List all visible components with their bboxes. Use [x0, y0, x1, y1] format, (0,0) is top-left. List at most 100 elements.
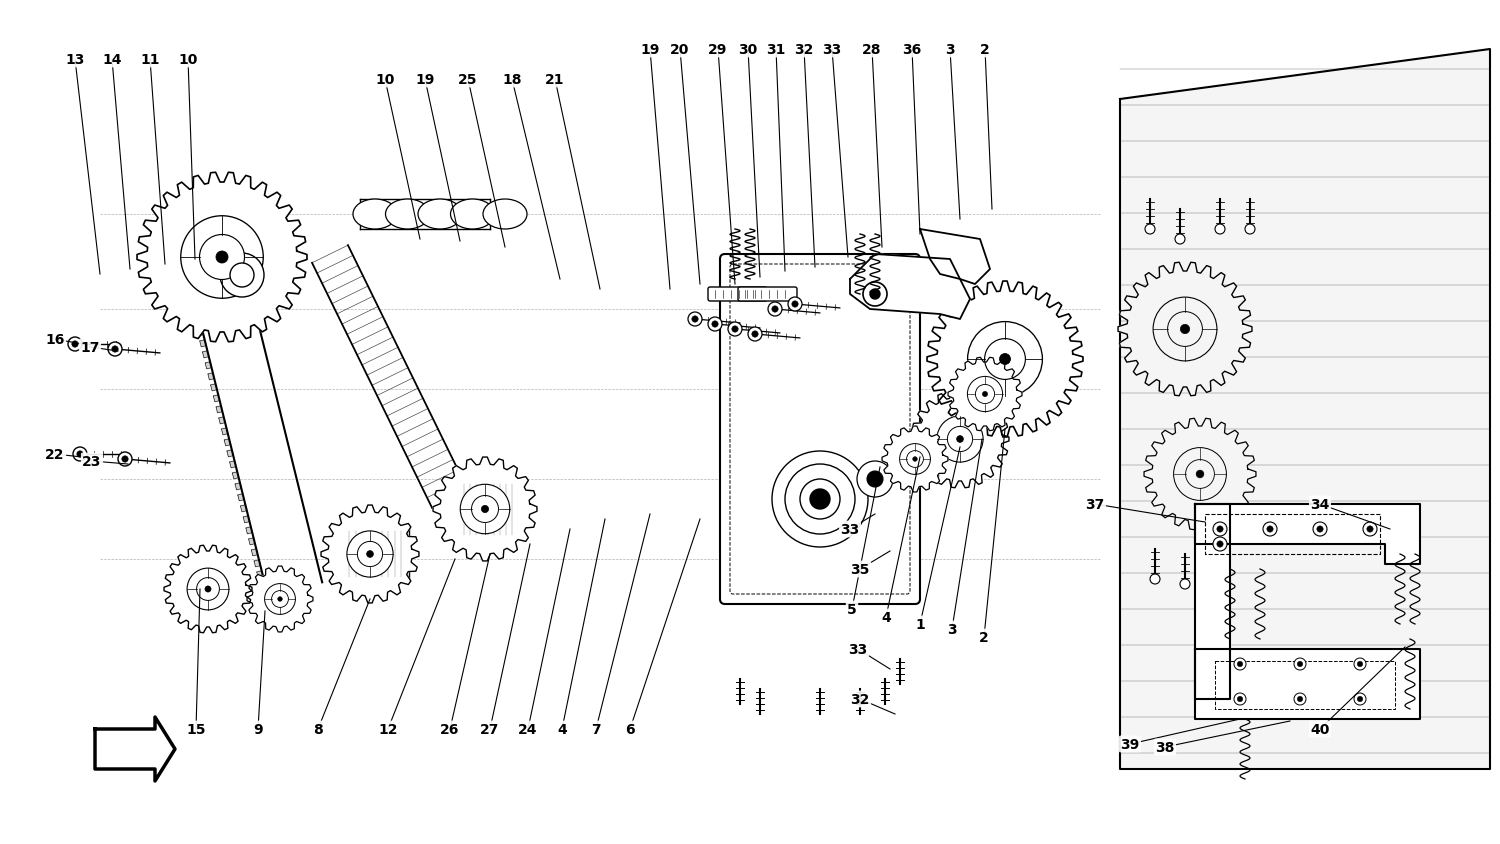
Ellipse shape [483, 200, 526, 230]
Circle shape [999, 354, 1011, 365]
FancyBboxPatch shape [720, 255, 920, 604]
Circle shape [118, 452, 132, 467]
Polygon shape [1196, 649, 1420, 719]
Text: 33: 33 [822, 43, 842, 57]
Circle shape [278, 597, 282, 602]
Circle shape [188, 568, 230, 610]
Text: 24: 24 [519, 722, 538, 736]
Circle shape [471, 496, 498, 523]
Polygon shape [1144, 419, 1256, 530]
Polygon shape [1196, 505, 1420, 565]
Polygon shape [178, 252, 184, 259]
Circle shape [968, 377, 1002, 412]
Polygon shape [224, 439, 231, 446]
Text: 31: 31 [766, 43, 786, 57]
Polygon shape [196, 329, 204, 337]
Text: 6: 6 [626, 722, 634, 736]
Text: 29: 29 [708, 43, 728, 57]
Ellipse shape [352, 200, 398, 230]
Circle shape [1234, 658, 1246, 670]
Text: 2: 2 [980, 43, 990, 57]
Circle shape [1358, 696, 1362, 702]
Polygon shape [170, 219, 176, 226]
Text: 23: 23 [82, 454, 102, 468]
Polygon shape [262, 593, 268, 600]
Circle shape [1196, 471, 1204, 479]
Text: 19: 19 [640, 43, 660, 57]
Circle shape [772, 452, 868, 548]
Text: 20: 20 [670, 43, 690, 57]
Circle shape [200, 235, 244, 280]
Text: 11: 11 [141, 53, 160, 67]
Circle shape [728, 322, 742, 337]
Circle shape [264, 584, 296, 614]
Text: 25: 25 [459, 73, 478, 87]
Circle shape [968, 322, 1042, 397]
Polygon shape [948, 358, 1022, 431]
Text: 10: 10 [375, 73, 394, 87]
Circle shape [772, 306, 778, 313]
Circle shape [1216, 541, 1222, 548]
Circle shape [906, 451, 924, 468]
Text: 30: 30 [738, 43, 758, 57]
Circle shape [112, 346, 118, 353]
Polygon shape [243, 517, 249, 523]
Circle shape [1215, 574, 1225, 584]
Text: 7: 7 [591, 722, 602, 736]
Text: 9: 9 [254, 722, 262, 736]
Circle shape [1214, 538, 1227, 551]
Text: 21: 21 [546, 73, 566, 87]
Text: 12: 12 [378, 722, 398, 736]
Polygon shape [176, 241, 181, 248]
Text: 10: 10 [178, 53, 198, 67]
Circle shape [216, 252, 228, 263]
Polygon shape [216, 406, 222, 414]
Circle shape [1180, 579, 1190, 589]
Circle shape [862, 283, 886, 306]
Polygon shape [1196, 505, 1230, 699]
Polygon shape [186, 285, 192, 293]
Circle shape [748, 327, 762, 342]
Ellipse shape [386, 200, 429, 230]
Circle shape [712, 322, 718, 327]
Polygon shape [189, 296, 195, 304]
Circle shape [914, 457, 916, 462]
Polygon shape [213, 395, 219, 403]
Text: 17: 17 [81, 341, 99, 354]
Polygon shape [192, 307, 198, 315]
Text: 14: 14 [102, 53, 122, 67]
Text: 34: 34 [1311, 497, 1329, 511]
Polygon shape [882, 426, 948, 492]
Polygon shape [920, 230, 990, 284]
Circle shape [1245, 225, 1256, 235]
Polygon shape [164, 545, 252, 633]
Circle shape [975, 385, 994, 404]
Circle shape [1312, 522, 1328, 537]
Text: 28: 28 [862, 43, 882, 57]
Text: 19: 19 [416, 73, 435, 87]
Text: 2: 2 [980, 630, 988, 644]
Text: 16: 16 [45, 333, 64, 347]
Circle shape [957, 436, 963, 443]
Text: 4: 4 [880, 610, 891, 625]
Circle shape [870, 289, 880, 300]
Circle shape [272, 591, 288, 608]
Polygon shape [232, 473, 238, 479]
Circle shape [74, 447, 87, 462]
Polygon shape [246, 528, 252, 534]
Polygon shape [254, 560, 261, 567]
Text: 32: 32 [795, 43, 813, 57]
Circle shape [230, 263, 254, 288]
Text: 15: 15 [186, 722, 206, 736]
Text: 5: 5 [847, 603, 856, 616]
Circle shape [938, 416, 982, 463]
Circle shape [482, 506, 489, 513]
Text: 18: 18 [503, 73, 522, 87]
Circle shape [1298, 696, 1302, 702]
Text: 38: 38 [1155, 740, 1174, 754]
Circle shape [692, 316, 698, 322]
Polygon shape [850, 255, 970, 320]
Circle shape [1215, 225, 1225, 235]
Polygon shape [172, 230, 178, 237]
Circle shape [1354, 693, 1366, 706]
